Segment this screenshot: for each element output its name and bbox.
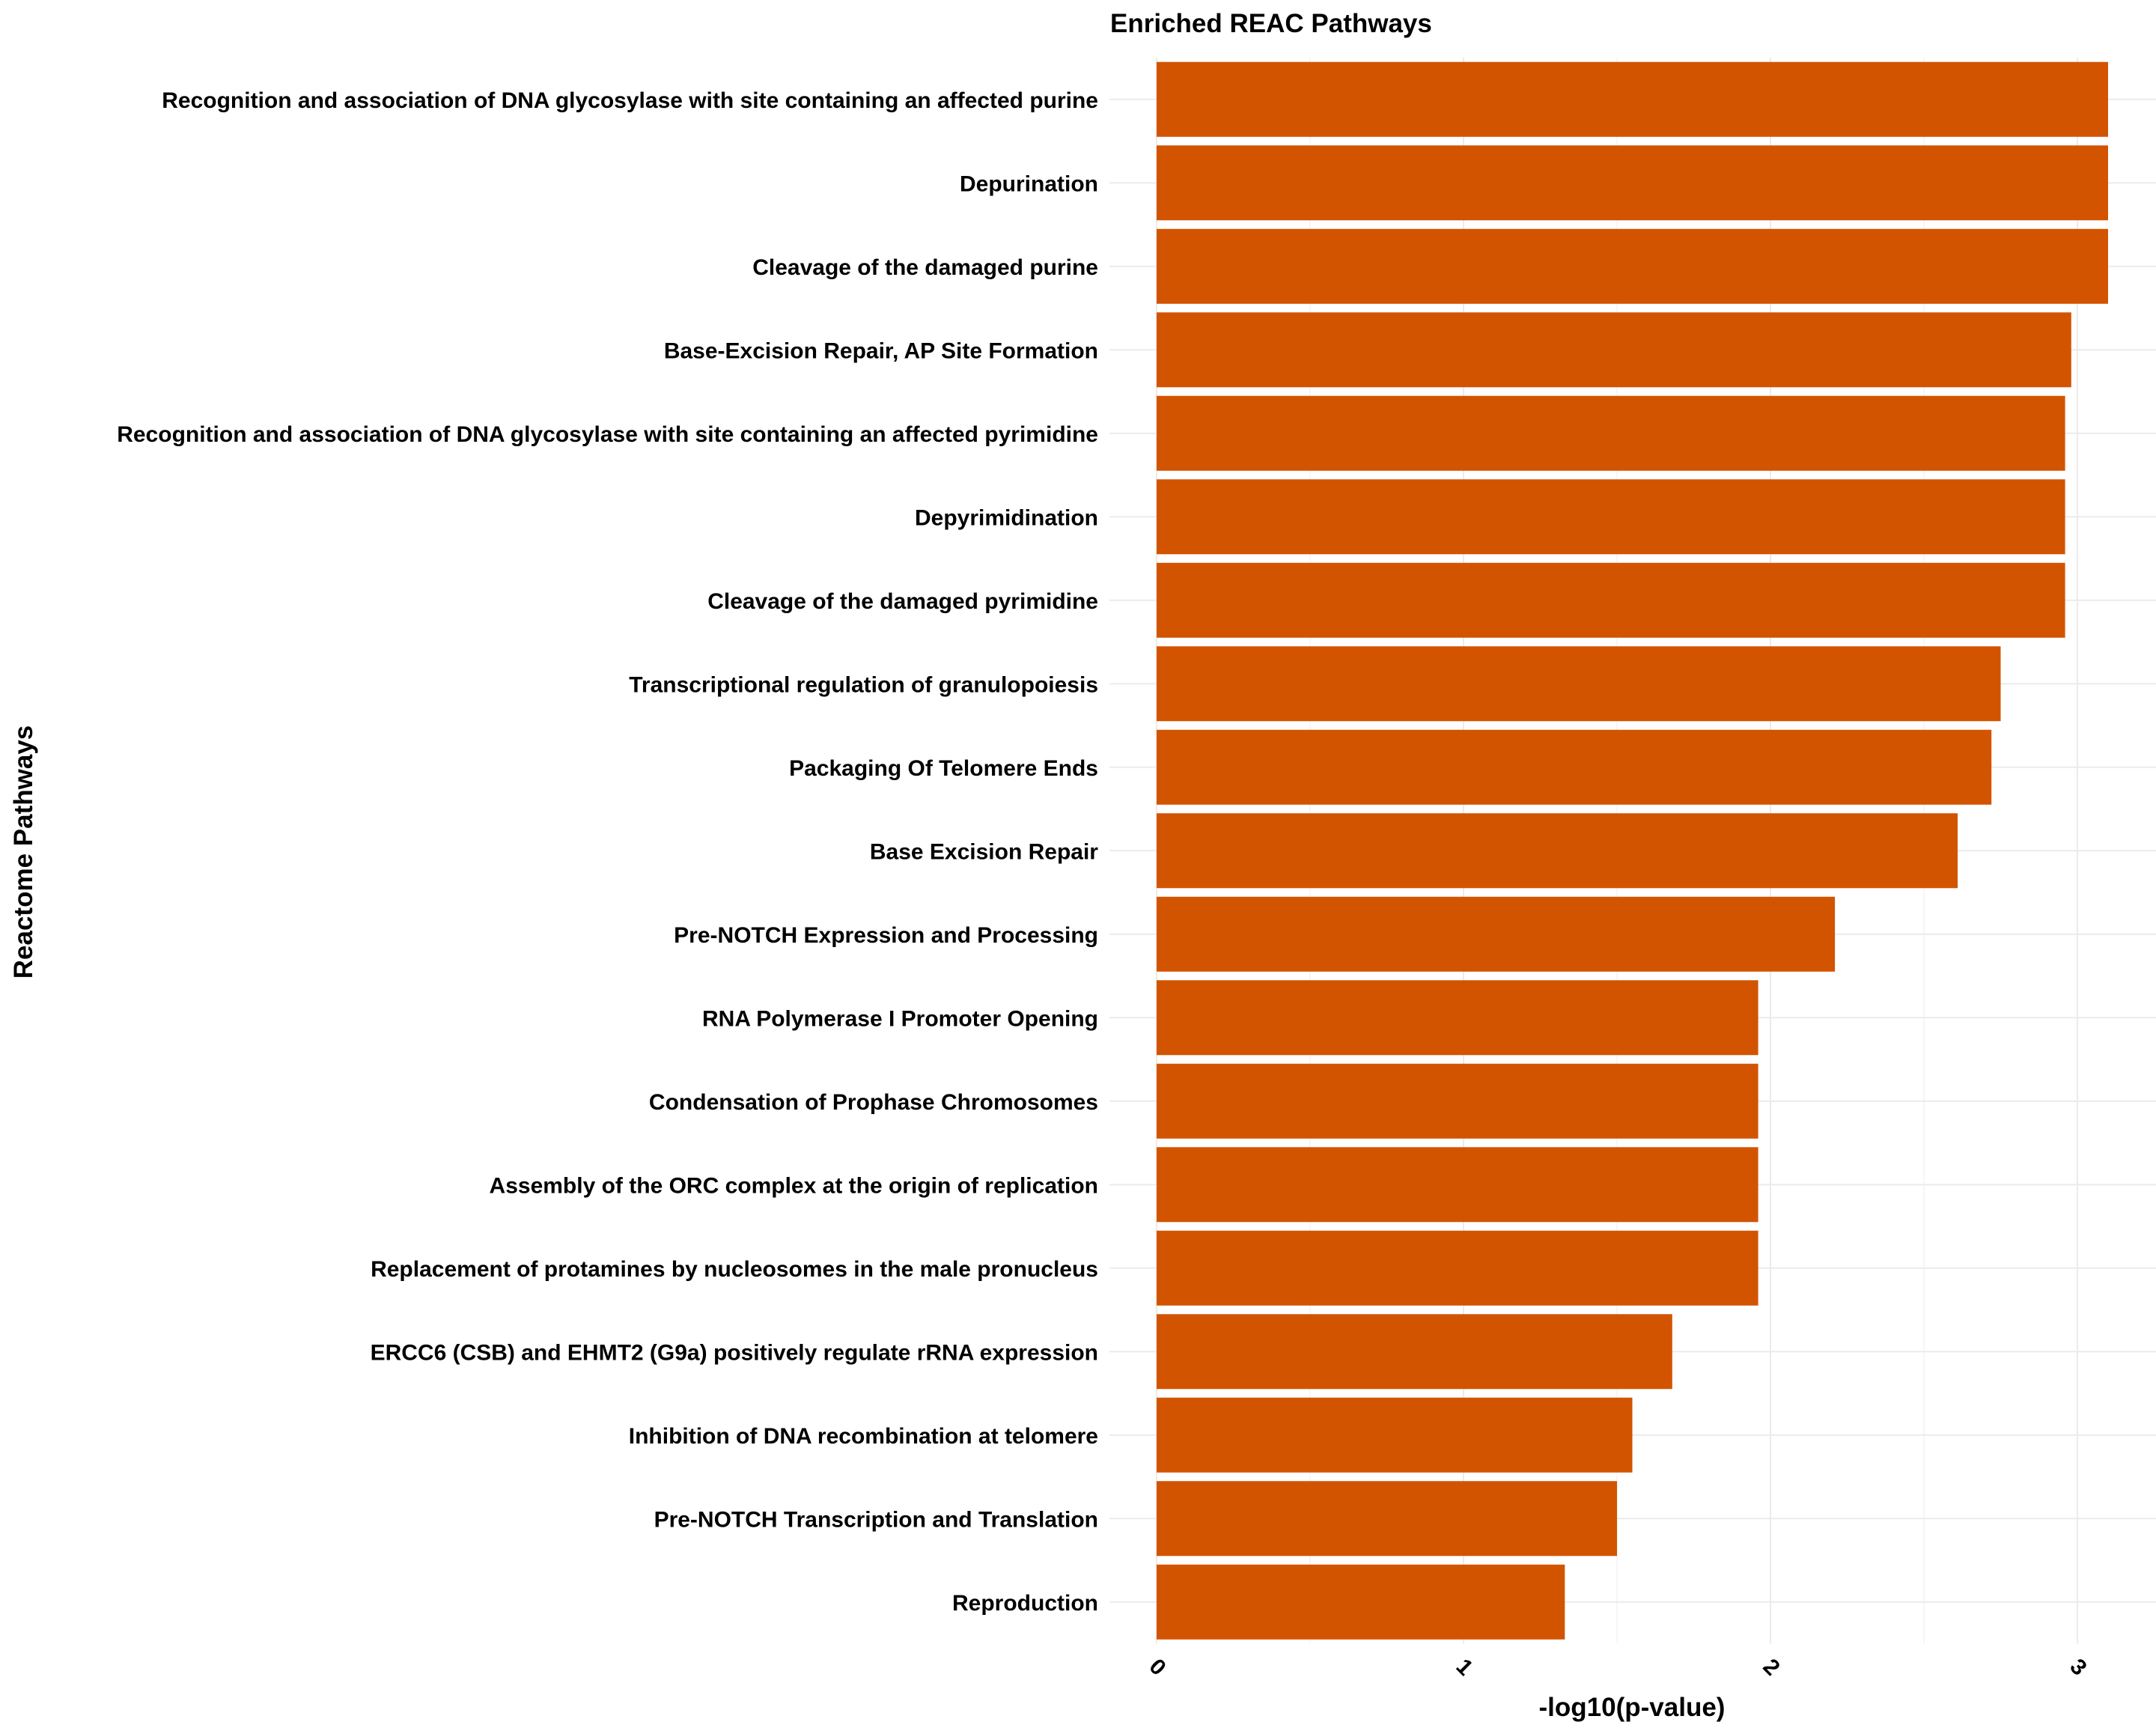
bar [1157, 312, 2071, 388]
category-label: Depyrimidination [915, 505, 1098, 530]
bar [1157, 562, 2065, 638]
category-label: Pre-NOTCH Transcription and Translation [654, 1507, 1098, 1532]
category-label: RNA Polymerase I Promoter Opening [702, 1006, 1098, 1031]
bar [1157, 395, 2065, 471]
bar [1157, 813, 1958, 889]
x-tick-label: 0 [1145, 1654, 1171, 1680]
category-label: Assembly of the ORC complex at the origi… [490, 1173, 1098, 1198]
category-label: Depurination [960, 171, 1098, 196]
x-axis-title: -log10(p-value) [1539, 1693, 1726, 1722]
bar [1157, 1314, 1672, 1390]
bar [1157, 145, 2108, 221]
category-label: Cleavage of the damaged purine [752, 255, 1098, 280]
category-label: Base-Excision Repair, AP Site Formation [664, 338, 1098, 363]
category-label: Packaging Of Telomere Ends [789, 756, 1098, 781]
category-label: Pre-NOTCH Expression and Processing [674, 923, 1098, 948]
bar [1157, 1481, 1617, 1557]
bar [1157, 980, 1758, 1056]
x-tick-label: 2 [1758, 1654, 1785, 1680]
bars [1157, 61, 2108, 1640]
category-label: Cleavage of the damaged pyrimidine [707, 589, 1098, 614]
bar [1157, 896, 1836, 972]
x-tick-label: 3 [2065, 1654, 2092, 1680]
category-labels: Recognition and association of DNA glyco… [117, 88, 1098, 1616]
bar [1157, 1397, 1633, 1473]
category-label: Inhibition of DNA recombination at telom… [629, 1424, 1098, 1449]
bar [1157, 479, 2065, 555]
bar [1157, 1230, 1758, 1306]
bar [1157, 1147, 1758, 1223]
category-label: Condensation of Prophase Chromosomes [649, 1090, 1098, 1115]
y-axis-title: Reactome Pathways [9, 725, 38, 979]
category-label: Replacement of protamines by nucleosomes… [371, 1257, 1098, 1282]
x-tick-labels: 0 1 2 3 [1145, 1654, 2092, 1680]
bar [1157, 646, 2001, 722]
bar [1157, 1564, 1565, 1640]
category-label: Base Excision Repair [870, 839, 1098, 864]
bar [1157, 228, 2108, 304]
category-label: Reproduction [952, 1591, 1098, 1616]
chart-title: Enriched REAC Pathways [1110, 9, 1432, 38]
category-label: Transcriptional regulation of granulopoi… [629, 672, 1098, 697]
bar [1157, 729, 1992, 805]
x-tick-label: 1 [1452, 1654, 1478, 1680]
category-label: Recognition and association of DNA glyco… [162, 88, 1098, 113]
category-label: ERCC6 (CSB) and EHMT2 (G9a) positively r… [371, 1340, 1098, 1365]
bar [1157, 1063, 1758, 1139]
bar [1157, 61, 2108, 137]
category-label: Recognition and association of DNA glyco… [117, 422, 1098, 447]
